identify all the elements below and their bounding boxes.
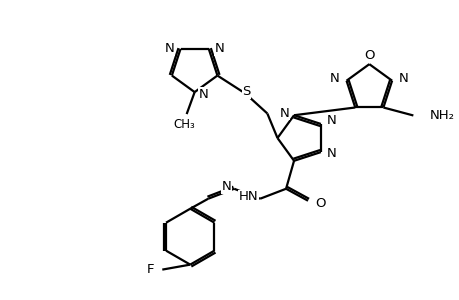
Text: S: S xyxy=(242,85,250,98)
Text: N: N xyxy=(326,114,336,128)
Text: N: N xyxy=(329,72,339,85)
Text: N: N xyxy=(221,180,231,193)
Text: NH₂: NH₂ xyxy=(428,109,453,122)
Text: O: O xyxy=(314,197,325,210)
Text: N: N xyxy=(214,42,224,55)
Text: N: N xyxy=(326,147,336,160)
Text: O: O xyxy=(363,49,374,62)
Text: N: N xyxy=(398,72,408,85)
Text: HN: HN xyxy=(238,190,257,203)
Text: N: N xyxy=(198,88,208,100)
Text: N: N xyxy=(164,42,174,55)
Text: CH₃: CH₃ xyxy=(174,118,195,130)
Text: F: F xyxy=(146,263,154,276)
Text: N: N xyxy=(279,107,288,120)
